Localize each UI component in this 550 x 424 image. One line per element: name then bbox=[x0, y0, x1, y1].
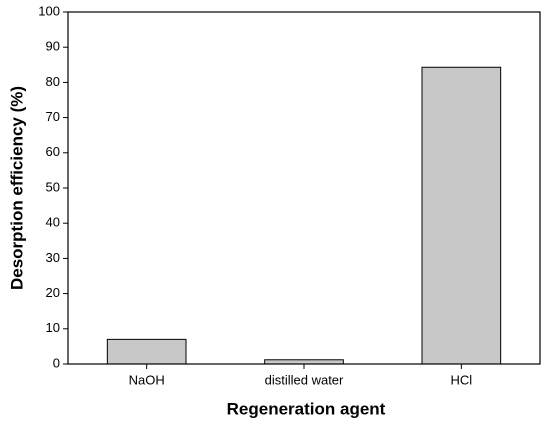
y-tick-label: 10 bbox=[46, 320, 60, 335]
y-tick-label: 90 bbox=[46, 39, 60, 54]
y-axis-title: Desorption efficiency (%) bbox=[7, 86, 26, 290]
bar bbox=[106, 338, 187, 365]
y-tick-label: 80 bbox=[46, 74, 60, 89]
plot-frame bbox=[67, 11, 541, 365]
x-axis-title: Regeneration agent bbox=[227, 399, 386, 418]
y-tick-label: 40 bbox=[46, 215, 60, 230]
bar bbox=[421, 66, 502, 365]
x-tick-label: NaOH bbox=[129, 372, 165, 387]
y-tick-label: 100 bbox=[38, 3, 60, 18]
x-tick-label: distilled water bbox=[265, 372, 344, 387]
y-tick-label: 70 bbox=[46, 109, 60, 124]
y-tick-label: 0 bbox=[53, 355, 60, 370]
y-tick-label: 30 bbox=[46, 250, 60, 265]
x-tick-label: HCl bbox=[450, 372, 472, 387]
bar bbox=[264, 359, 344, 365]
y-tick-label: 60 bbox=[46, 144, 60, 159]
y-tick-label: 20 bbox=[46, 285, 60, 300]
y-tick-label: 50 bbox=[46, 179, 60, 194]
